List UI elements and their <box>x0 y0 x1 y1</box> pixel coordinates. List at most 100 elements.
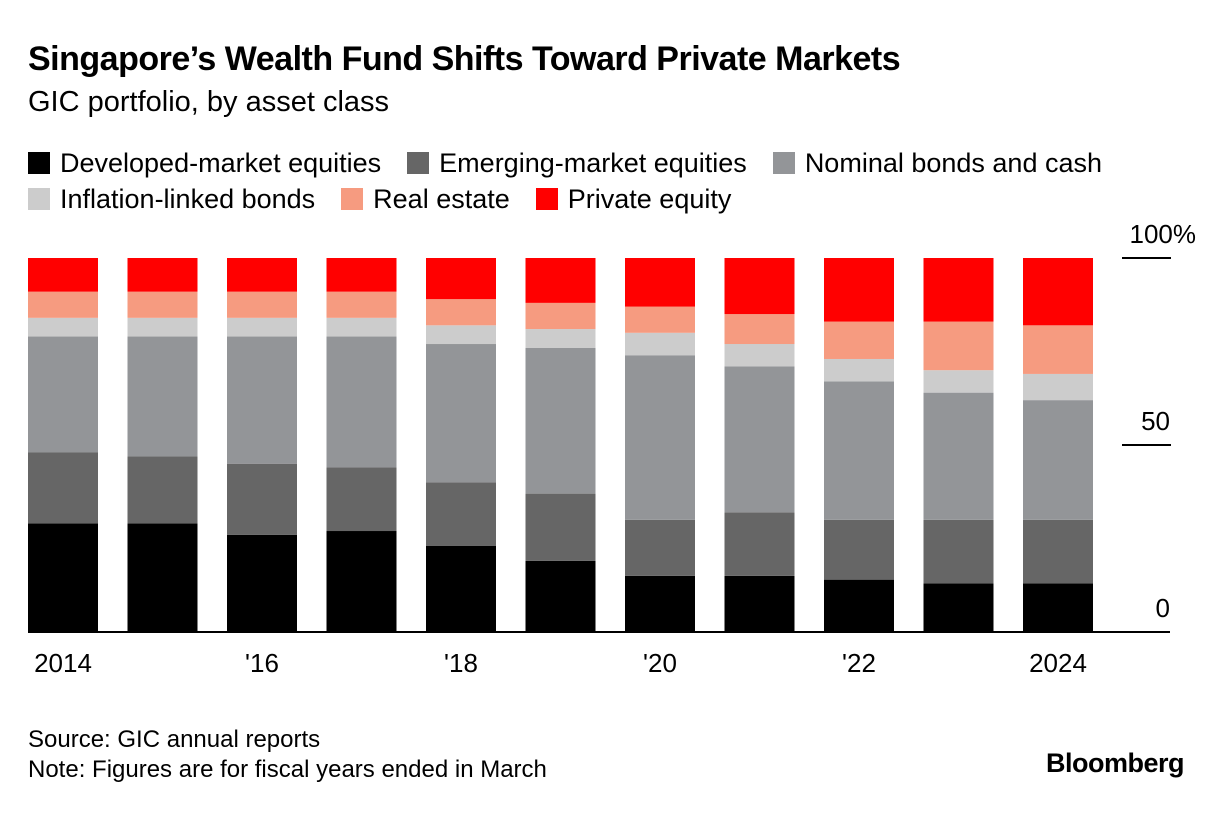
legend-item-inflation-linked-bonds: Inflation-linked bonds <box>28 184 315 215</box>
bar-segment-real-estate <box>625 306 695 333</box>
bar-segment-inflation-linked-bonds <box>724 344 795 367</box>
bar-segment-emerging-market-equities <box>1023 519 1093 584</box>
legend-row: Inflation-linked bonds Real estate Priva… <box>28 182 1218 216</box>
legend-swatch <box>28 152 50 174</box>
bar-segment-emerging-market-equities <box>625 519 695 576</box>
legend-item-developed-equities: Developed-market equities <box>28 148 381 179</box>
x-tick-label: 2014 <box>34 648 92 678</box>
bar-segment-nominal-bonds-and-cash <box>1023 400 1093 520</box>
legend-swatch <box>772 152 795 174</box>
bar-segment-nominal-bonds-and-cash <box>525 347 596 494</box>
bar-segment-private-equity <box>28 258 98 292</box>
bar-segment-developed-market-equities <box>227 534 297 632</box>
chart-subtitle: GIC portfolio, by asset class <box>28 86 390 118</box>
bar-segment-real-estate <box>28 291 98 318</box>
legend-row: Developed-market equities Emerging-marke… <box>28 146 1218 180</box>
bar-segment-developed-market-equities <box>326 531 397 632</box>
footer: Source: GIC annual reports Note: Figures… <box>28 725 547 785</box>
bar-segment-real-estate <box>824 321 894 359</box>
bar-segment-nominal-bonds-and-cash <box>923 392 994 520</box>
y-tick-label: 50 <box>1141 406 1170 436</box>
y-tick-label: 100% <box>1130 219 1197 249</box>
bar-segment-private-equity <box>426 258 496 300</box>
legend-item-real-estate: Real estate <box>341 184 510 215</box>
bloomberg-logo: Bloomberg <box>1046 748 1185 778</box>
bar-segment-private-equity <box>724 258 795 315</box>
bar-segment-private-equity <box>824 258 894 322</box>
bar-segment-emerging-market-equities <box>923 519 994 584</box>
bar-segment-inflation-linked-bonds <box>426 325 496 345</box>
bar-segment-inflation-linked-bonds <box>525 329 596 348</box>
bar-segment-emerging-market-equities <box>326 467 397 532</box>
bar-segment-nominal-bonds-and-cash <box>824 381 894 520</box>
legend-label: Real estate <box>373 183 510 214</box>
chart-title: Singapore’s Wealth Fund Shifts Toward Pr… <box>28 40 901 78</box>
bar-segment-emerging-market-equities <box>227 463 297 535</box>
bar-segment-developed-market-equities <box>525 560 596 632</box>
bar-segment-private-equity <box>1023 258 1093 326</box>
bar-segment-inflation-linked-bonds <box>127 317 198 337</box>
bar-segment-inflation-linked-bonds <box>625 332 695 356</box>
bar-segment-real-estate <box>724 314 795 345</box>
bar-segment-developed-market-equities <box>28 523 98 632</box>
legend-item-nominal-bonds: Nominal bonds and cash <box>772 147 1102 179</box>
bar-segment-private-equity <box>326 258 397 292</box>
bar-segment-emerging-market-equities <box>824 519 894 580</box>
legend-label: Nominal bonds and cash <box>804 147 1102 178</box>
bar-segment-nominal-bonds-and-cash <box>426 344 496 483</box>
x-tick-label: 2024 <box>1029 648 1087 678</box>
bar-segment-inflation-linked-bonds <box>28 317 98 337</box>
legend-label: Inflation-linked bonds <box>60 183 316 214</box>
bar-segment-developed-market-equities <box>923 583 994 632</box>
bar-segment-private-equity <box>625 258 695 307</box>
bar-segment-private-equity <box>525 258 596 303</box>
legend-swatch <box>341 188 364 210</box>
bar-segment-real-estate <box>923 321 994 371</box>
legend-label: Developed-market equities <box>60 147 382 178</box>
bar-segment-nominal-bonds-and-cash <box>227 336 297 464</box>
bar-segment-real-estate <box>1023 325 1093 374</box>
bar-segment-real-estate <box>127 291 198 318</box>
bar-segment-emerging-market-equities <box>127 456 198 524</box>
bar-segment-developed-market-equities <box>1023 583 1093 632</box>
x-tick-label: '18 <box>444 648 478 678</box>
legend-item-private-equity: Private equity <box>535 183 732 215</box>
bar-segment-inflation-linked-bonds <box>326 317 397 337</box>
y-tick-label: 0 <box>1156 593 1170 623</box>
bar-segment-developed-market-equities <box>127 523 198 632</box>
bar-segment-real-estate <box>426 299 496 326</box>
stacked-bar-chart: 2014 '16 '18 '20 '22 2024 100% 50 0 <box>28 219 1197 678</box>
legend-item-emerging-equities: Emerging-market equities <box>407 148 747 179</box>
bar-segment-developed-market-equities <box>625 575 695 632</box>
legend-swatch <box>28 188 50 210</box>
x-tick-label: '20 <box>643 648 677 678</box>
legend-swatch <box>535 188 558 210</box>
bar-segment-real-estate <box>326 291 397 318</box>
bar-segment-inflation-linked-bonds <box>227 317 297 337</box>
bar-segment-private-equity <box>923 258 994 322</box>
bar-segment-emerging-market-equities <box>724 512 795 576</box>
bar-segment-inflation-linked-bonds <box>824 358 894 382</box>
bar-segment-private-equity <box>227 258 297 292</box>
bar-segment-nominal-bonds-and-cash <box>127 336 198 457</box>
legend-swatch <box>407 152 430 174</box>
bar-segment-real-estate <box>227 291 297 318</box>
legend-label: Emerging-market equities <box>439 147 747 178</box>
bar-segment-emerging-market-equities <box>525 493 596 561</box>
bar-segment-nominal-bonds-and-cash <box>724 366 795 513</box>
bar-segment-private-equity <box>127 258 198 292</box>
bar-segment-inflation-linked-bonds <box>1023 373 1093 401</box>
bar-segment-emerging-market-equities <box>426 482 496 546</box>
source-note: Source: GIC annual reports <box>28 726 321 753</box>
legend-label: Private equity <box>567 183 732 214</box>
fiscal-year-note: Note: Figures are for fiscal years ended… <box>28 756 547 783</box>
bar-segment-developed-market-equities <box>724 575 795 632</box>
bar-segment-developed-market-equities <box>426 545 496 632</box>
x-tick-label: '22 <box>842 648 876 678</box>
bar-segment-developed-market-equities <box>824 579 894 632</box>
bar-segment-nominal-bonds-and-cash <box>28 336 98 453</box>
bar-segment-real-estate <box>525 302 596 330</box>
bar-segment-emerging-market-equities <box>28 452 98 524</box>
legend: Developed-market equities Emerging-marke… <box>28 146 1218 218</box>
bar-segment-inflation-linked-bonds <box>923 370 994 393</box>
